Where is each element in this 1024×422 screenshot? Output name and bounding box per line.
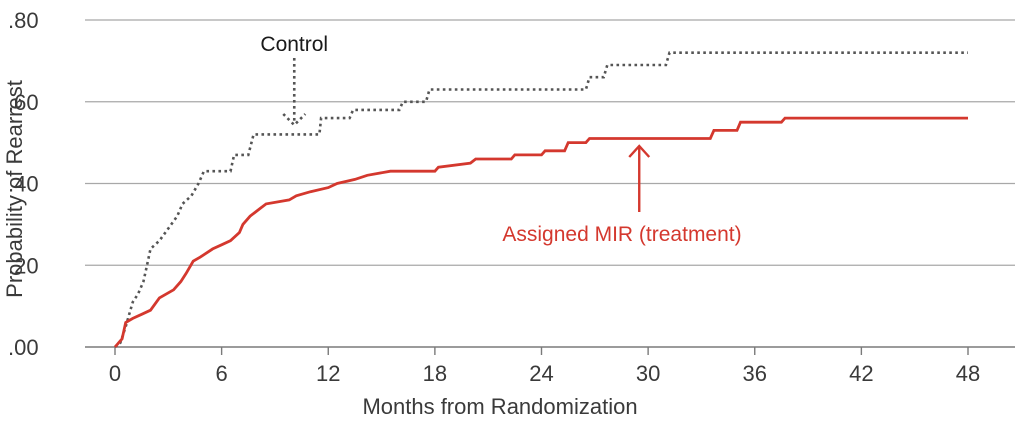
x-tick-label: 30 [636, 361, 660, 386]
y-tick-label: .80 [8, 8, 39, 33]
annotation-label-control: Control [260, 33, 328, 56]
series-line-treatment [113, 116, 968, 348]
y-tick-label: .60 [8, 90, 39, 115]
x-tick-label: 0 [109, 361, 121, 386]
annotation-arrowhead-control [282, 113, 307, 127]
x-axis-label: Months from Randomization [362, 394, 637, 419]
series-line-control [114, 51, 968, 349]
annotation-arrowhead-treatment [628, 144, 651, 158]
annotations: Control Assigned MIR (treatment) [260, 33, 741, 246]
annotation-label-treatment: Assigned MIR (treatment) [502, 223, 741, 246]
x-tick-label: 36 [743, 361, 767, 386]
y-tick-label: .40 [8, 172, 39, 197]
x-tick-label: 48 [956, 361, 980, 386]
x-tick-label: 18 [423, 361, 447, 386]
y-tick-label: .00 [8, 335, 39, 360]
x-tick-label: 6 [216, 361, 228, 386]
x-tick-label: 24 [529, 361, 553, 386]
y-tick-label: .20 [8, 253, 39, 278]
x-tick-label: 12 [316, 361, 340, 386]
grid-lines: .00 .20 .40 .60 .80 [8, 8, 1015, 360]
series-lines [113, 51, 968, 349]
x-tick-label: 42 [849, 361, 873, 386]
x-axis: 0 6 12 18 24 30 36 42 48 [109, 347, 980, 386]
y-axis-label: Probability of Rearrest [2, 80, 27, 298]
